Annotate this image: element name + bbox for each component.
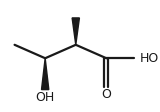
Text: O: O <box>101 88 111 101</box>
Text: OH: OH <box>36 91 55 104</box>
Polygon shape <box>42 58 49 90</box>
Polygon shape <box>72 18 79 45</box>
Text: HO: HO <box>140 52 159 65</box>
